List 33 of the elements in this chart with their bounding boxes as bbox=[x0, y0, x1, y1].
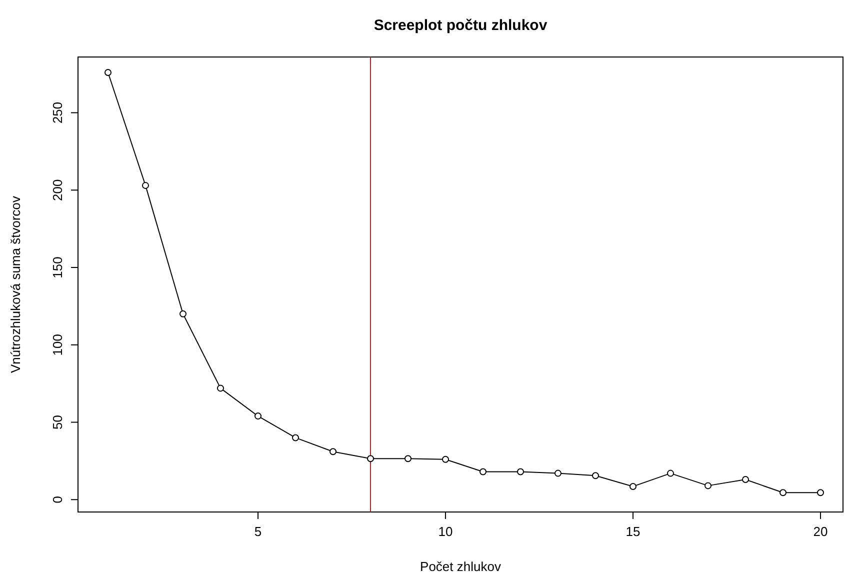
point bbox=[292, 434, 299, 442]
point bbox=[667, 470, 674, 477]
point bbox=[367, 455, 374, 462]
point bbox=[180, 310, 186, 318]
point bbox=[217, 384, 224, 392]
point bbox=[817, 489, 824, 496]
y-tick-label: 50 bbox=[50, 415, 65, 430]
y-tick-label: 250 bbox=[50, 102, 65, 124]
x-axis-title: Počet zhlukov bbox=[420, 559, 502, 574]
point bbox=[142, 182, 149, 189]
point bbox=[780, 489, 786, 496]
point bbox=[442, 456, 449, 463]
point bbox=[480, 468, 486, 476]
x-tick-label: 5 bbox=[254, 524, 262, 539]
point bbox=[742, 476, 749, 483]
y-tick-label: 0 bbox=[50, 496, 65, 504]
point bbox=[517, 468, 524, 476]
x-tick-label: 15 bbox=[626, 524, 640, 539]
point bbox=[330, 448, 336, 456]
point bbox=[704, 482, 712, 490]
point bbox=[554, 470, 562, 477]
y-tick-label: 200 bbox=[50, 179, 65, 201]
y-tick-label: 100 bbox=[50, 334, 65, 356]
x-tick-label: 20 bbox=[813, 524, 828, 539]
chart-title: Screeplot počtu zhlukov bbox=[374, 17, 548, 34]
point bbox=[630, 482, 636, 490]
y-axis-title: Vnútrozhluková suma štvorcov bbox=[8, 195, 23, 374]
point bbox=[104, 68, 112, 76]
point bbox=[254, 412, 262, 420]
point bbox=[592, 472, 599, 480]
x-tick-label: 10 bbox=[438, 524, 453, 539]
y-tick-label: 150 bbox=[50, 256, 65, 278]
point bbox=[404, 455, 412, 462]
